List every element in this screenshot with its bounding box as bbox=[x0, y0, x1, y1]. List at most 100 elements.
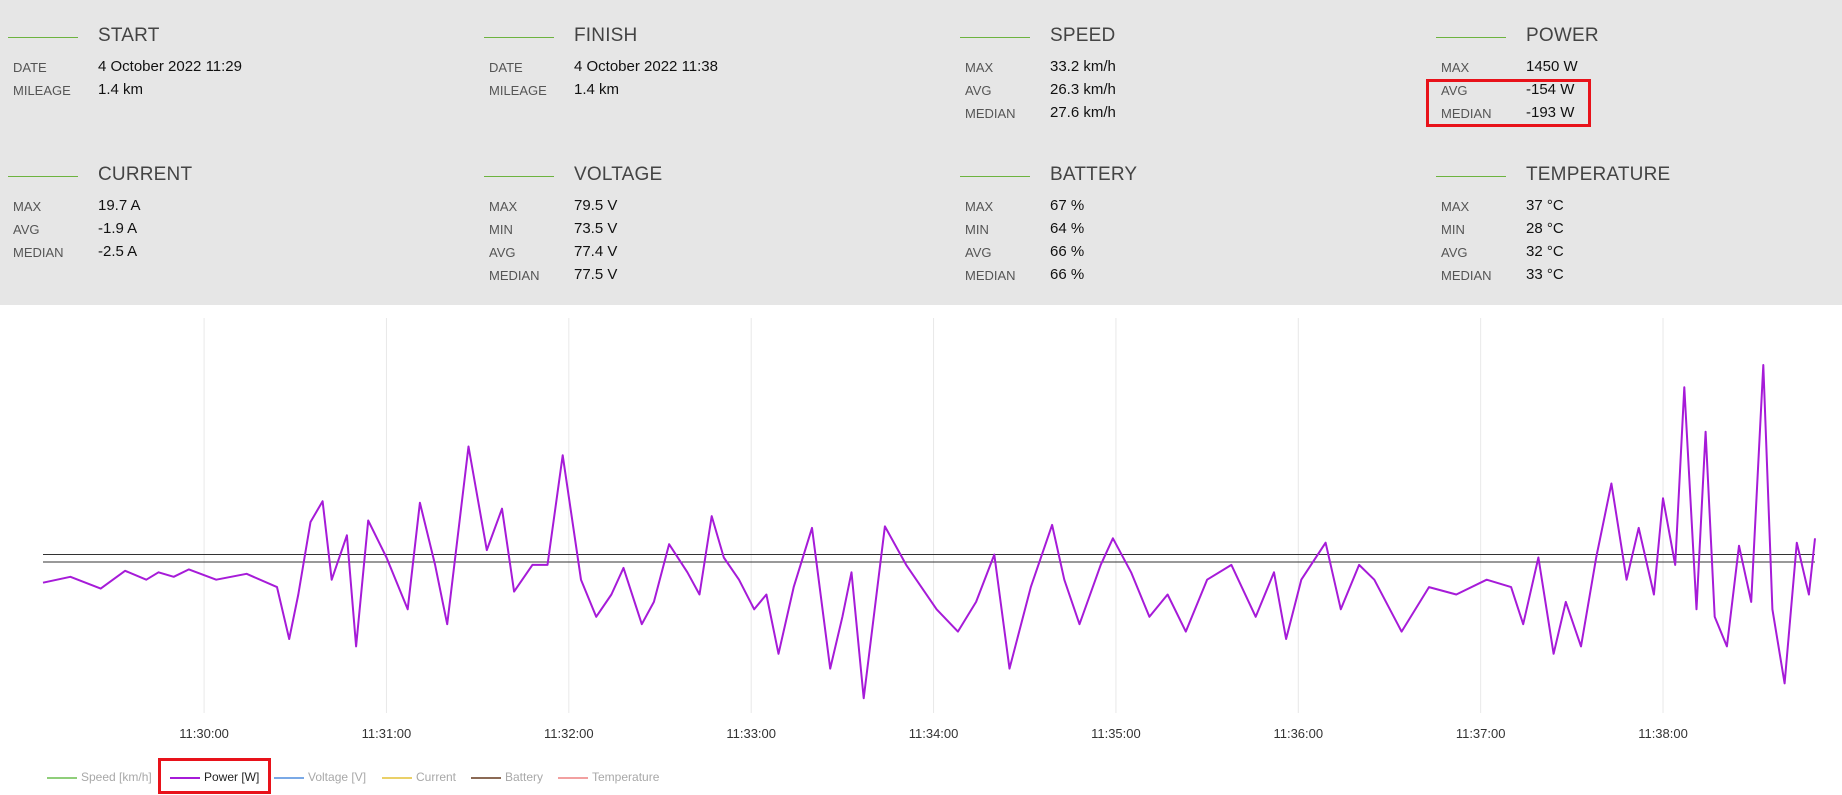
x-tick-label: 11:34:00 bbox=[909, 726, 959, 741]
legend-label: Power [W] bbox=[204, 770, 260, 784]
legend-swatch bbox=[558, 777, 588, 779]
accent-line bbox=[484, 176, 554, 177]
battery-title: BATTERY bbox=[1050, 164, 1138, 185]
speed-median-row: MEDIAN 27.6 km/h bbox=[952, 104, 1422, 126]
x-tick-label: 11:37:00 bbox=[1456, 726, 1506, 741]
row-value: -1.9 A bbox=[98, 220, 138, 237]
temperature-max-row: MAX 37 °C bbox=[1428, 197, 1842, 219]
legend-label: Current bbox=[416, 770, 457, 784]
row-value: 28 °C bbox=[1526, 220, 1564, 237]
power-chart[interactable]: 11:30:00 11:31:00 11:32:00 11:33:00 11:34:00… bbox=[0, 318, 1842, 748]
row-value: 77.4 V bbox=[574, 243, 618, 260]
legend-swatch bbox=[382, 777, 412, 779]
power-median-row: MEDIAN -193 W bbox=[1428, 104, 1842, 126]
finish-date-row: DATE 4 October 2022 11:38 bbox=[476, 58, 946, 80]
row-value: 32 °C bbox=[1526, 243, 1564, 260]
battery-avg-row: AVG 66 % bbox=[952, 243, 1422, 265]
row-label: MIN bbox=[489, 222, 513, 237]
row-label: AVG bbox=[965, 245, 992, 260]
power-title: POWER bbox=[1526, 25, 1599, 46]
legend-swatch bbox=[170, 777, 200, 779]
accent-line bbox=[1436, 176, 1506, 177]
row-value: 66 % bbox=[1050, 243, 1085, 260]
row-label: AVG bbox=[965, 83, 992, 98]
row-value: 1.4 km bbox=[98, 81, 144, 98]
current-title: CURRENT bbox=[98, 164, 193, 185]
chart-canvas[interactable]: 11:30:00 11:31:00 11:32:00 11:33:00 11:34:00… bbox=[0, 318, 1842, 748]
power-series-line[interactable] bbox=[42, 364, 1816, 700]
row-label: MAX bbox=[489, 199, 518, 214]
power-max-row: MAX 1450 W bbox=[1428, 58, 1842, 80]
row-value: -193 W bbox=[1526, 104, 1575, 121]
temperature-avg-row: AVG 32 °C bbox=[1428, 243, 1842, 265]
temperature-median-row: MEDIAN 33 °C bbox=[1428, 266, 1842, 288]
row-value: 79.5 V bbox=[574, 197, 618, 214]
temperature-min-row: MIN 28 °C bbox=[1428, 220, 1842, 242]
row-label: MEDIAN bbox=[489, 268, 540, 283]
row-label: MAX bbox=[1441, 60, 1470, 75]
row-value: 19.7 A bbox=[98, 197, 141, 214]
accent-line bbox=[8, 37, 78, 38]
row-label: MEDIAN bbox=[13, 245, 64, 260]
legend-item-temperature[interactable]: Temperature bbox=[558, 768, 668, 788]
legend-item-speed[interactable]: Speed [km/h] bbox=[47, 768, 159, 788]
chart-legend: Speed [km/h] Power [W] Voltage [V] Curre… bbox=[40, 758, 740, 794]
row-value: 27.6 km/h bbox=[1050, 104, 1116, 121]
row-label: MIN bbox=[1441, 222, 1465, 237]
speed-title: SPEED bbox=[1050, 25, 1116, 46]
voltage-median-row: MEDIAN 77.5 V bbox=[476, 266, 946, 288]
voltage-avg-row: AVG 77.4 V bbox=[476, 243, 946, 265]
legend-item-battery[interactable]: Battery bbox=[471, 768, 557, 788]
row-value: 67 % bbox=[1050, 197, 1085, 214]
row-label: MAX bbox=[1441, 199, 1470, 214]
row-value: 4 October 2022 11:29 bbox=[98, 58, 242, 75]
legend-label: Temperature bbox=[592, 770, 660, 784]
legend-item-voltage[interactable]: Voltage [V] bbox=[274, 768, 370, 788]
temperature-title: TEMPERATURE bbox=[1526, 164, 1671, 185]
row-value: 33 °C bbox=[1526, 266, 1564, 283]
row-value: 77.5 V bbox=[574, 266, 618, 283]
voltage-min-row: MIN 73.5 V bbox=[476, 220, 946, 242]
battery-min-row: MIN 64 % bbox=[952, 220, 1422, 242]
x-tick-label: 11:35:00 bbox=[1091, 726, 1141, 741]
row-value: 73.5 V bbox=[574, 220, 618, 237]
row-label: MILEAGE bbox=[489, 83, 547, 98]
finish-block: FINISH DATE 4 October 2022 11:38 MILEAGE… bbox=[476, 0, 946, 130]
legend-swatch bbox=[471, 777, 501, 779]
x-tick-label: 11:31:00 bbox=[362, 726, 412, 741]
row-label: DATE bbox=[489, 60, 523, 75]
row-value: 33.2 km/h bbox=[1050, 58, 1116, 75]
summary-panel: START DATE 4 October 2022 11:29 MILEAGE … bbox=[0, 0, 1842, 305]
row-value: 66 % bbox=[1050, 266, 1085, 283]
legend-item-power[interactable]: Power [W] bbox=[170, 768, 266, 788]
x-tick-label: 11:30:00 bbox=[179, 726, 229, 741]
row-value: 4 October 2022 11:38 bbox=[574, 58, 718, 75]
start-mileage-row: MILEAGE 1.4 km bbox=[0, 81, 470, 103]
row-label: AVG bbox=[1441, 83, 1468, 98]
speed-avg-row: AVG 26.3 km/h bbox=[952, 81, 1422, 103]
row-label: MEDIAN bbox=[1441, 106, 1492, 121]
x-tick-label: 11:33:00 bbox=[726, 726, 776, 741]
row-value: 37 °C bbox=[1526, 197, 1564, 214]
x-tick-label: 11:38:00 bbox=[1638, 726, 1688, 741]
row-label: MEDIAN bbox=[965, 106, 1016, 121]
current-median-row: MEDIAN -2.5 A bbox=[0, 243, 470, 265]
row-label: MAX bbox=[965, 60, 994, 75]
accent-line bbox=[960, 176, 1030, 177]
legend-swatch bbox=[274, 777, 304, 779]
row-label: DATE bbox=[13, 60, 47, 75]
accent-line bbox=[484, 37, 554, 38]
speed-max-row: MAX 33.2 km/h bbox=[952, 58, 1422, 80]
battery-max-row: MAX 67 % bbox=[952, 197, 1422, 219]
accent-line bbox=[8, 176, 78, 177]
row-label: AVG bbox=[1441, 245, 1468, 260]
x-tick-label: 11:36:00 bbox=[1273, 726, 1323, 741]
accent-line bbox=[960, 37, 1030, 38]
legend-swatch bbox=[47, 777, 77, 779]
current-max-row: MAX 19.7 A bbox=[0, 197, 470, 219]
legend-item-current[interactable]: Current bbox=[382, 768, 468, 788]
finish-title: FINISH bbox=[574, 25, 638, 46]
row-label: MILEAGE bbox=[13, 83, 71, 98]
row-value: 1450 W bbox=[1526, 58, 1578, 75]
row-value: 1.4 km bbox=[574, 81, 620, 98]
